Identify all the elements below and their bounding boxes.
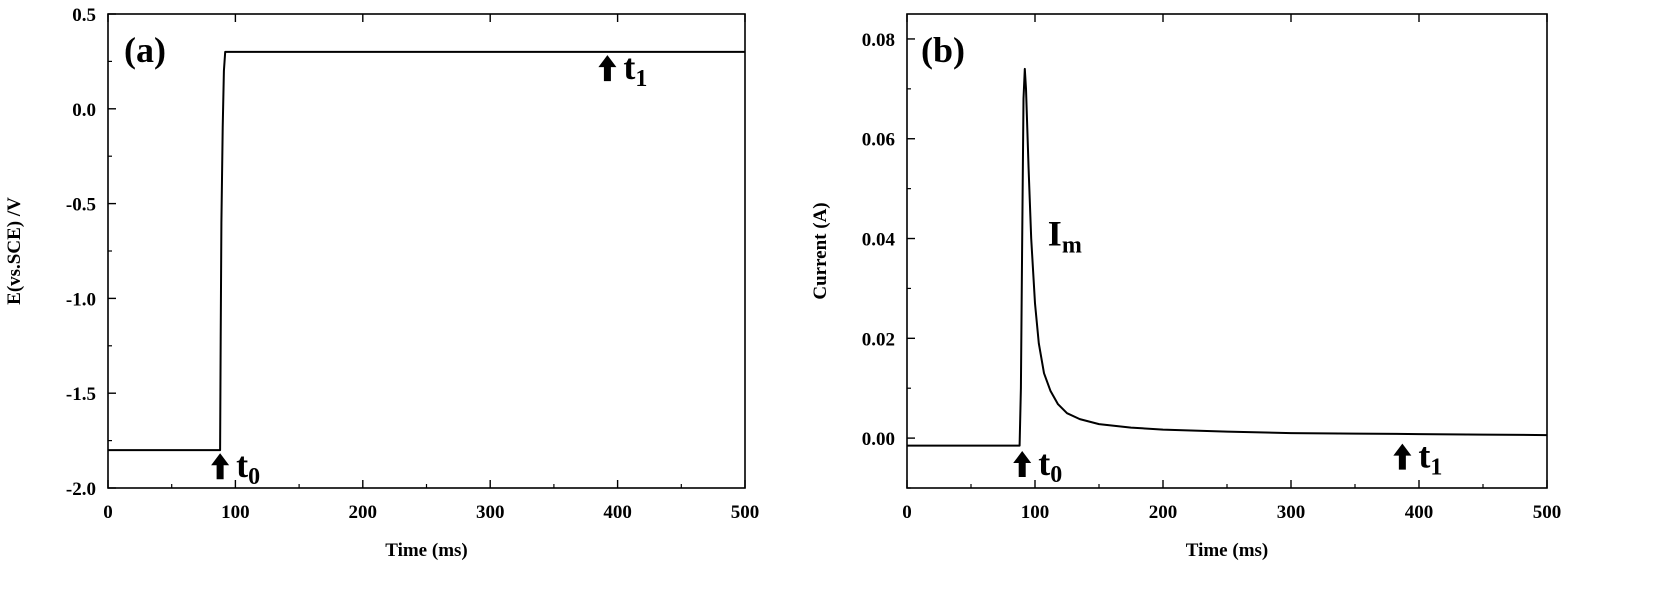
y-tick-label: -1.0	[66, 289, 96, 310]
x-tick-label: 500	[1533, 502, 1562, 523]
y-tick-label: 0.08	[862, 30, 895, 51]
plot-frame	[906, 13, 1548, 489]
series-line	[108, 50, 745, 452]
x-axis-title: Time (ms)	[1186, 540, 1269, 561]
y-tick-label: 0.0	[72, 100, 96, 121]
plot-frame	[107, 13, 746, 489]
annotation-subscript: m	[1062, 233, 1082, 259]
annotation-base: t	[1418, 436, 1430, 476]
up-arrow-shape	[211, 453, 230, 480]
x-tick-label: 100	[221, 502, 250, 523]
y-tick-label: 0.00	[862, 429, 895, 450]
up-arrow-shape	[1013, 451, 1032, 478]
y-tick-label: 0.06	[862, 130, 895, 151]
annotation-base: I	[1048, 214, 1062, 254]
y-tick-label: 0.04	[862, 230, 896, 251]
x-tick-label: 100	[1021, 502, 1050, 523]
x-tick-label: 200	[1149, 502, 1178, 523]
annotation-base: t	[236, 445, 248, 485]
up-arrow-icon	[1013, 451, 1032, 478]
x-tick-label: 200	[349, 502, 378, 523]
x-axis-title: Time (ms)	[385, 540, 468, 561]
up-arrow-shape	[1393, 443, 1412, 470]
annotation-base: t	[1038, 443, 1050, 483]
up-arrow-icon	[211, 453, 230, 480]
y-tick-label: 0.5	[72, 5, 96, 26]
y-axis-title: E(vs.SCE) /V	[4, 197, 25, 305]
up-arrow-shape	[598, 55, 617, 82]
up-arrow-icon	[1393, 443, 1412, 470]
x-tick-label: 0	[902, 502, 912, 523]
annotation-subscript: 0	[248, 464, 260, 490]
panel-b-chart: 0 100 200 300 400 5000.000.020.040.060.08Time…	[810, 13, 1562, 561]
x-tick-label: 0	[103, 502, 113, 523]
x-tick-label: 500	[731, 502, 760, 523]
annotation-subscript: 1	[1430, 455, 1442, 481]
y-tick-label: -2.0	[66, 479, 96, 500]
annotation-label: t1	[623, 47, 647, 92]
annotation-subscript: 0	[1050, 462, 1062, 488]
y-tick-label: -1.5	[66, 384, 96, 405]
x-tick-label: 400	[1405, 502, 1434, 523]
series-line	[907, 67, 1548, 447]
annotation-label: t0	[1038, 443, 1062, 488]
x-tick-label: 300	[476, 502, 505, 523]
y-tick-label: 0.02	[862, 329, 895, 350]
annotation-label: t1	[1418, 436, 1442, 481]
panel-label: (a)	[124, 30, 166, 70]
annotation-subscript: 1	[635, 66, 647, 92]
annotation-label: Im	[1048, 214, 1082, 259]
up-arrow-icon	[598, 55, 617, 82]
y-tick-label: -0.5	[66, 195, 96, 216]
x-tick-label: 400	[603, 502, 632, 523]
y-axis-title: Current (A)	[810, 202, 831, 299]
panel-a-chart: 0 100 200 300 400 500 -2.0 -1.5 -1.0 -0.5 0.0 0.5 Ti…	[4, 5, 759, 561]
annotation-base: t	[623, 47, 635, 87]
x-tick-label: 300	[1277, 502, 1306, 523]
panel-label: (b)	[921, 30, 965, 70]
annotation-label: t0	[236, 445, 260, 490]
